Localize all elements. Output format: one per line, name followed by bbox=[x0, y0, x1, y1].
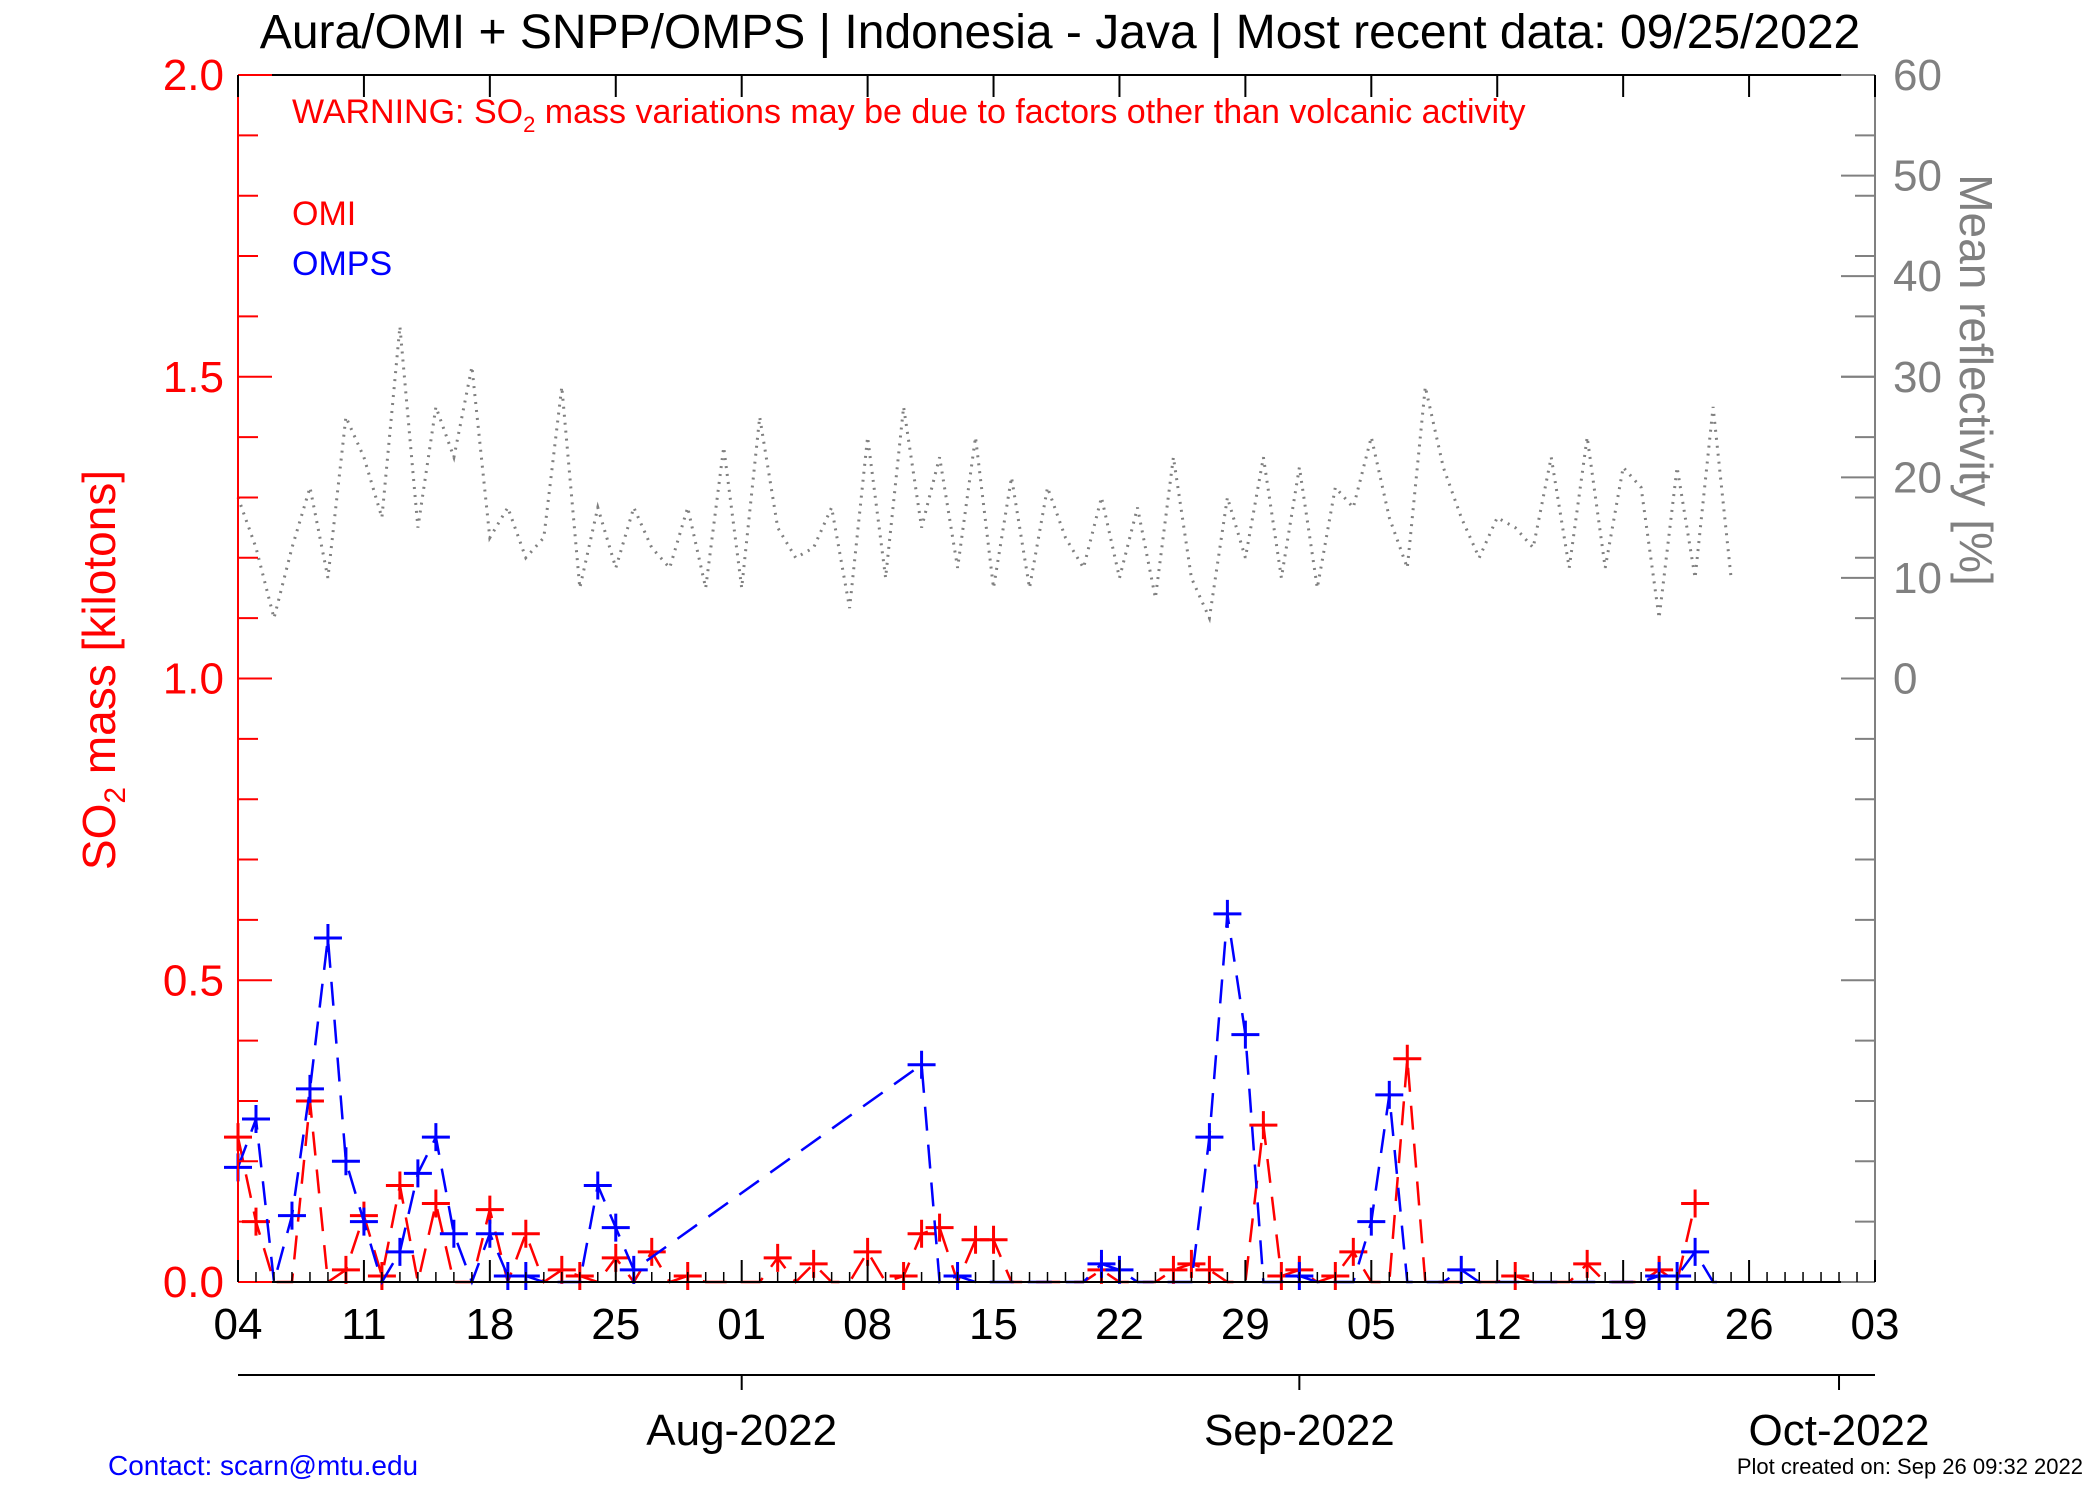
left-axis-label: SO2 mass [kilotons] bbox=[73, 470, 132, 870]
month-label: Oct-2022 bbox=[1749, 1406, 1930, 1455]
x-tick-label: 12 bbox=[1473, 1300, 1522, 1349]
right-tick-label: 60 bbox=[1893, 51, 1942, 100]
omps-point bbox=[601, 1213, 630, 1242]
omi-point bbox=[637, 1237, 666, 1266]
omi-point bbox=[1393, 1044, 1422, 1073]
omi-point bbox=[421, 1189, 450, 1218]
x-tick-label: 26 bbox=[1725, 1300, 1774, 1349]
omi-point bbox=[1249, 1111, 1278, 1140]
left-axis-label-suffix: mass [kilotons] bbox=[73, 470, 125, 787]
omi-point bbox=[1681, 1189, 1710, 1218]
omps-point bbox=[277, 1201, 306, 1230]
left-tick-label: 2.0 bbox=[163, 51, 224, 100]
x-tick-label: 19 bbox=[1599, 1300, 1648, 1349]
x-tick-label: 18 bbox=[465, 1300, 514, 1349]
month-label: Sep-2022 bbox=[1204, 1406, 1395, 1455]
plot-created-text: Plot created on: Sep 26 09:32 2022 bbox=[1737, 1454, 2083, 1479]
omps-point bbox=[1357, 1207, 1386, 1236]
warning-subscript: 2 bbox=[523, 112, 535, 137]
omps-point bbox=[475, 1219, 504, 1248]
right-axis-label: Mean reflectivity [%] bbox=[1950, 174, 2002, 586]
left-tick-label: 0.5 bbox=[163, 956, 224, 1005]
axis-ticks: 0.0 0.5 1.0 1.5 2.0 0 10 20 30 40 50 60 04 11 18 25 01 08… bbox=[163, 51, 1942, 1455]
x-tick-label: 01 bbox=[717, 1300, 766, 1349]
plot-area bbox=[224, 326, 1733, 1290]
omi-series-line bbox=[236, 1058, 1697, 1287]
warning-text: WARNING: SO2 mass variations may be due … bbox=[292, 93, 1526, 137]
legend-omi: OMI bbox=[292, 195, 356, 233]
omps-point bbox=[385, 1237, 414, 1266]
right-tick-label: 50 bbox=[1893, 152, 1942, 201]
reflectivity-line bbox=[236, 326, 1733, 624]
omi-point bbox=[763, 1243, 792, 1272]
warning-prefix: WARNING: SO bbox=[292, 93, 523, 131]
right-tick-label: 30 bbox=[1893, 353, 1942, 402]
omi-point bbox=[979, 1225, 1008, 1254]
omps-series-line bbox=[236, 913, 1732, 1286]
omps-point bbox=[295, 1074, 324, 1103]
x-tick-label: 25 bbox=[591, 1300, 640, 1349]
omps-point bbox=[1681, 1237, 1710, 1266]
contact-text: Contact: scarn@mtu.edu bbox=[108, 1450, 418, 1481]
right-tick-label: 40 bbox=[1893, 252, 1942, 301]
omi-point bbox=[925, 1213, 954, 1242]
x-tick-label: 03 bbox=[1851, 1300, 1900, 1349]
month-label: Aug-2022 bbox=[646, 1406, 837, 1455]
left-tick-label: 0.0 bbox=[163, 1258, 224, 1307]
x-tick-label: 29 bbox=[1221, 1300, 1270, 1349]
omps-point bbox=[403, 1159, 432, 1188]
omps-point bbox=[313, 924, 342, 953]
omi-point bbox=[385, 1171, 414, 1200]
left-axis-label-prefix: SO bbox=[73, 804, 125, 870]
left-tick-label: 1.5 bbox=[163, 353, 224, 402]
warning-suffix: mass variations may be due to factors ot… bbox=[535, 93, 1525, 131]
omps-point bbox=[349, 1207, 378, 1236]
omi-point bbox=[475, 1195, 504, 1224]
left-axis-label-subscript: 2 bbox=[99, 787, 132, 804]
chart-title: Aura/OMI + SNPP/OMPS | Indonesia - Java … bbox=[260, 6, 1860, 59]
omps-point bbox=[1213, 899, 1242, 928]
omps-point bbox=[907, 1050, 936, 1079]
x-tick-label: 04 bbox=[214, 1300, 263, 1349]
omps-point bbox=[1231, 1020, 1260, 1049]
x-tick-label: 15 bbox=[969, 1300, 1018, 1349]
omi-point bbox=[511, 1219, 540, 1248]
x-tick-label: 22 bbox=[1095, 1300, 1144, 1349]
omps-point bbox=[583, 1171, 612, 1200]
omi-point bbox=[907, 1219, 936, 1248]
omps-point bbox=[421, 1123, 450, 1152]
x-tick-label: 05 bbox=[1347, 1300, 1396, 1349]
left-tick-label: 1.0 bbox=[163, 655, 224, 704]
x-tick-label: 11 bbox=[341, 1300, 387, 1349]
omps-point bbox=[331, 1147, 360, 1176]
right-tick-label: 20 bbox=[1893, 453, 1942, 502]
omps-point bbox=[439, 1219, 468, 1248]
omps-point bbox=[241, 1105, 270, 1134]
right-tick-label: 10 bbox=[1893, 554, 1942, 603]
omps-point bbox=[1375, 1080, 1404, 1109]
omps-point bbox=[1195, 1123, 1224, 1152]
x-tick-label: 08 bbox=[843, 1300, 892, 1349]
legend-omps: OMPS bbox=[292, 245, 392, 283]
right-tick-label: 0 bbox=[1893, 655, 1917, 704]
